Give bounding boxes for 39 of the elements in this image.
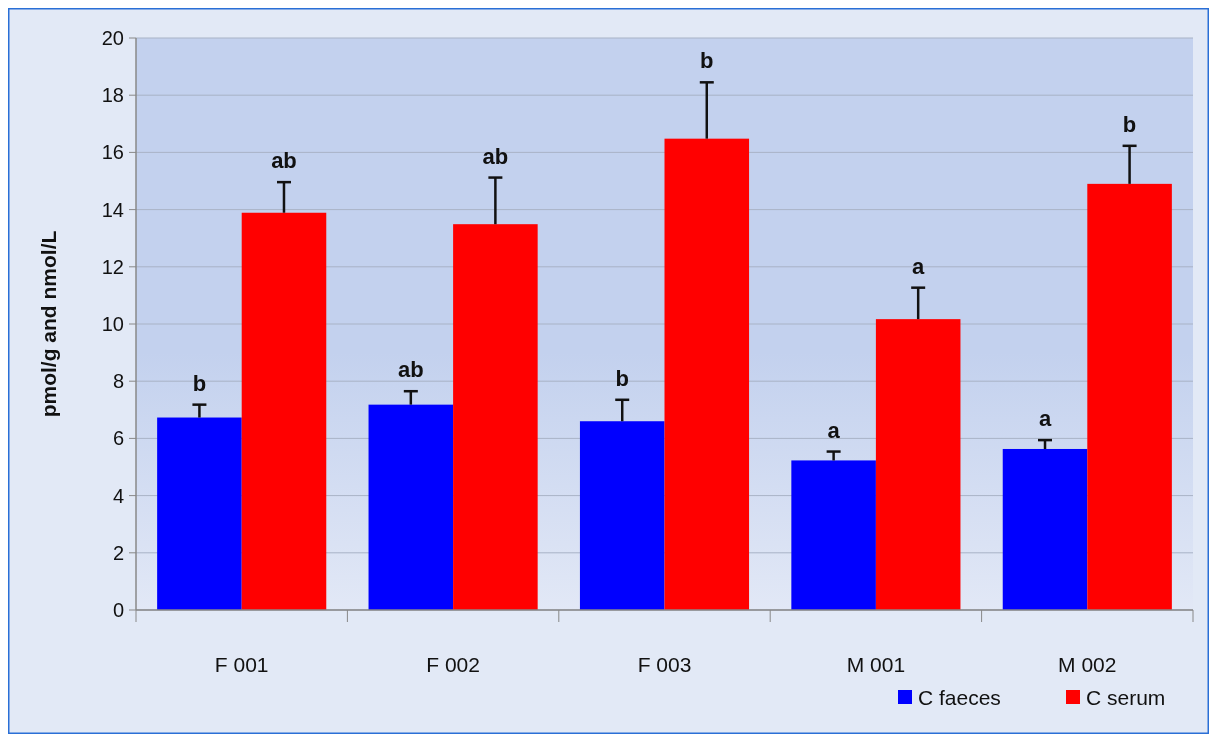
data-label: b [615, 365, 629, 391]
y-tick-label: 14 [101, 198, 124, 221]
x-tick-label: M 002 [1058, 653, 1117, 676]
y-tick-label: 20 [101, 27, 124, 49]
y-tick-label: 0 [112, 599, 124, 621]
bar [1002, 448, 1088, 610]
y-tick-label: 2 [112, 541, 124, 564]
legend-label: C faeces [918, 686, 1001, 710]
y-tick-label: 8 [112, 370, 124, 393]
data-label: ab [482, 143, 509, 169]
data-label: a [827, 417, 841, 443]
y-tick-label: 12 [101, 255, 124, 278]
data-label: b [192, 370, 207, 396]
bar [453, 224, 538, 610]
bar [157, 417, 242, 610]
data-label: a [912, 253, 926, 279]
bar [241, 212, 327, 610]
y-tick-label: 10 [101, 313, 124, 335]
bar [791, 460, 876, 610]
data-label: ab [271, 148, 297, 174]
y-tick-label: 4 [112, 484, 124, 507]
x-tick-label: M 001 [846, 653, 906, 676]
data-label: b [1122, 111, 1137, 137]
y-tick-label: 16 [101, 141, 124, 164]
bar [875, 319, 961, 610]
legend-label: C serum [1086, 686, 1166, 710]
y-axis-title: pmol/g and nmol/L [37, 230, 60, 418]
bar [664, 138, 750, 610]
x-tick-label: F 002 [426, 653, 480, 676]
x-tick-label: F 003 [637, 653, 692, 676]
bar [368, 404, 454, 610]
data-label: a [1038, 406, 1052, 432]
bar [579, 421, 665, 610]
x-tick-label: F 001 [214, 653, 269, 676]
y-tick-label: 6 [112, 427, 124, 450]
y-tick-label: 18 [101, 84, 124, 107]
data-label: ab [397, 357, 424, 383]
data-label: b [700, 48, 714, 74]
bar [1087, 183, 1172, 610]
